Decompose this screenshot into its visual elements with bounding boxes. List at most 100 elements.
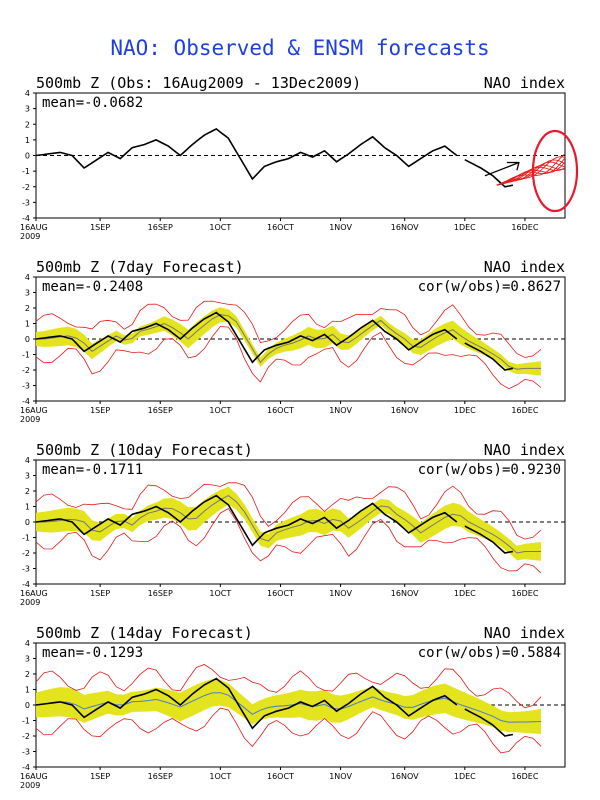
panel-7day-xtick-label: 16OCT (267, 406, 294, 415)
panel-observed-observed-line-1 (464, 158, 514, 188)
panel-14day-xtick-label: 1OCT (209, 772, 231, 781)
observed-forecast-member-2 (496, 161, 566, 186)
panel-10day-ytick-label: 3 (25, 472, 30, 481)
panel-14day-ytick-label: -1 (22, 717, 30, 726)
panel-7day-ytick-label: -3 (22, 382, 30, 391)
panel-7day-ytick-label: -1 (22, 351, 30, 360)
panel-10day-ytick-label: 4 (25, 456, 30, 465)
panel-7day-upper-envelope (35, 300, 542, 358)
panel-10day-xtick-label: 16NOV (391, 589, 419, 598)
panel-14day-ytick-label: 3 (25, 655, 30, 664)
panel-7day-observed-line-0 (35, 311, 458, 364)
panel-14day-upper-envelope (35, 664, 542, 709)
panel-10day-ytick-label: -2 (22, 549, 30, 558)
panel-7day-ytick-label: 0 (25, 335, 30, 344)
panel-10day-xtick-label: 1SEP (90, 589, 110, 598)
panel-10day-xtick-label: 1NOV (329, 589, 352, 598)
panel-10day-xtick-label: 16AUG (20, 589, 48, 598)
panel-7day-xtick-label: 1DEC (454, 406, 476, 415)
panel-14day-ensemble-mean (35, 692, 542, 723)
panel-7day-ytick-label: -2 (22, 366, 30, 375)
panel-7day-cor-text: cor(w/obs)=0.8627 (418, 279, 561, 295)
panel-observed-xtick-label: 1SEP (90, 223, 110, 232)
panel-7day-ensemble-mean (36, 314, 541, 370)
panel-10day-ytick-label: 2 (25, 487, 30, 496)
panel-observed-xtick-label: 16DEC (511, 223, 538, 232)
panel-14day-ytick-label: 1 (25, 686, 30, 695)
panel-7day-lower-envelope (35, 326, 542, 390)
panel-7day-xtick-label: 16AUG (20, 406, 48, 415)
panel-10day-ensemble-mean (36, 495, 541, 554)
panel-10day-title: 500mb Z (10day Forecast) (36, 441, 253, 459)
panel-14day-lower-envelope (35, 707, 542, 754)
panel-10day-ytick-label: 1 (25, 503, 30, 512)
panel-14day-ytick-label: 4 (25, 639, 30, 648)
panel-observed-xtick-label: 16OCT (267, 223, 294, 232)
panel-observed-observed-line-0 (35, 127, 458, 181)
panel-observed-ytick-label: 1 (25, 136, 30, 145)
panel-10day-xtick-label: 1DEC (454, 589, 476, 598)
panel-14day-xtick-label: 16SEP (148, 772, 173, 781)
panel-14day-cor-text: cor(w/obs)=0.5884 (418, 645, 561, 661)
panel-14day-mean-text: mean=-0.1293 (42, 645, 143, 661)
panel-10day-observed-line-0 (35, 494, 458, 547)
panel-10day-ytick-label: -4 (22, 580, 30, 589)
panel-14day-ytick-label: -4 (22, 763, 30, 772)
observed-forecast-member-7 (496, 157, 566, 186)
panel-14day-observed-line-0 (35, 677, 458, 730)
panel-observed-ytick-label: 2 (25, 120, 30, 129)
panel-14day-xtick-label: 16OCT (267, 772, 294, 781)
panel-10day-mean-text: mean=-0.1711 (42, 462, 143, 478)
panel-observed-ytick-label: -2 (22, 183, 30, 192)
panel-10day-ytick-label: -3 (22, 565, 30, 574)
panel-14day-xtick-label: 1DEC (454, 772, 476, 781)
annotation-arrow-shaft (484, 161, 520, 177)
annotation-arrow-head (506, 161, 520, 171)
panel-7day-xtick-label: 16DEC (511, 406, 538, 415)
panel-observed-ytick-label: 3 (25, 105, 30, 114)
panel-10day-cor-text: cor(w/obs)=0.9230 (418, 462, 561, 478)
panel-10day-spread-band (36, 486, 541, 561)
panel-observed-ytick-label: -4 (22, 214, 30, 223)
panel-14day-title: 500mb Z (14day Forecast) (36, 624, 253, 642)
panel-7day-mean-text: mean=-0.2408 (42, 279, 143, 295)
panel-14day-year-label: 2009 (20, 781, 40, 790)
panel-observed-ytick-label: 0 (25, 152, 30, 161)
panel-14day-ytick-label: -3 (22, 748, 30, 757)
panel-7day-ytick-label: -4 (22, 397, 30, 406)
panel-10day-observed-line-1 (464, 525, 514, 554)
panel-7day-year-label: 2009 (20, 415, 40, 424)
panel-observed-ytick-label: 4 (25, 89, 30, 98)
panel-7day-xtick-label: 16SEP (148, 406, 173, 415)
panel-14day-observed-line-1 (464, 708, 514, 737)
panel-14day-xtick-label: 1SEP (90, 772, 110, 781)
panel-10day-right-label: NAO index (484, 441, 565, 459)
panel-14day-xtick-label: 16AUG (20, 772, 48, 781)
panel-observed-ytick-label: -3 (22, 198, 30, 207)
panel-observed-xtick-label: 1NOV (329, 223, 352, 232)
panel-7day-xtick-label: 1NOV (329, 406, 352, 415)
panel-10day-xtick-label: 1OCT (209, 589, 231, 598)
panel-observed-xtick-label: 16NOV (391, 223, 419, 232)
panel-7day-ytick-label: 1 (25, 320, 30, 329)
panel-10day-ytick-label: 0 (25, 518, 30, 527)
panel-14day-ytick-label: 2 (25, 670, 30, 679)
panel-observed-title: 500mb Z (Obs: 16Aug2009 - 13Dec2009) (36, 74, 361, 92)
panel-7day-ytick-label: 3 (25, 289, 30, 298)
panel-observed-ytick-label: -1 (22, 167, 30, 176)
panel-7day-right-label: NAO index (484, 258, 565, 276)
panel-observed-mean-text: mean=-0.0682 (42, 95, 143, 111)
panel-observed-xtick-label: 1DEC (454, 223, 476, 232)
panel-10day-xtick-label: 16SEP (148, 589, 173, 598)
main-title: NAO: Observed & ENSM forecasts (110, 36, 490, 60)
panel-10day-lower-envelope (35, 507, 542, 574)
panel-7day-ytick-label: 4 (25, 273, 30, 282)
panel-14day-xtick-label: 16NOV (391, 772, 419, 781)
panel-10day-upper-envelope (35, 482, 542, 540)
panel-7day-observed-line-1 (464, 342, 514, 371)
panel-observed-xtick-label: 16SEP (148, 223, 173, 232)
panel-14day-xtick-label: 16DEC (511, 772, 538, 781)
panel-observed-year-label: 2009 (20, 232, 40, 241)
panel-7day-ytick-label: 2 (25, 304, 30, 313)
